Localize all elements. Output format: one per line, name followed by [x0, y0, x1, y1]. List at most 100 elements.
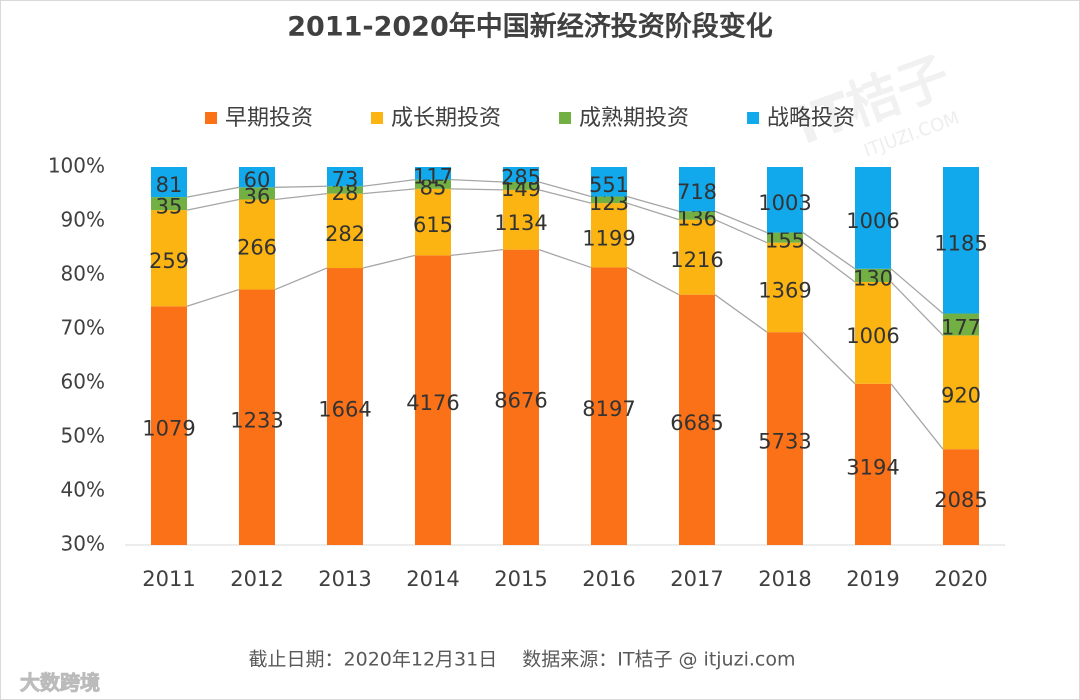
bar-segment — [855, 281, 891, 384]
bar-segment — [239, 167, 275, 188]
data-label: 1006 — [846, 324, 899, 348]
bar-segment — [943, 167, 979, 314]
y-tick-label: 50% — [61, 424, 105, 448]
data-label: 2085 — [934, 488, 987, 512]
bar-segment — [855, 268, 891, 282]
bar-segment — [151, 197, 187, 211]
bar-segment — [503, 167, 539, 183]
data-label: 551 — [589, 173, 629, 197]
connector-line — [626, 266, 680, 296]
y-tick-label: 60% — [61, 370, 105, 394]
y-tick-label: 100% — [48, 154, 105, 178]
data-label: 1664 — [318, 398, 371, 422]
data-label: 117 — [413, 164, 453, 188]
data-label: 155 — [765, 229, 805, 253]
bar-segment — [767, 242, 803, 333]
data-label: 6685 — [670, 411, 723, 435]
x-tick-label: 2012 — [230, 567, 283, 591]
bar-segment — [151, 167, 187, 198]
chart-title: 2011-2020年中国新经济投资阶段变化 — [287, 11, 773, 43]
data-label: 920 — [941, 383, 981, 407]
bar-segment — [327, 167, 363, 187]
bar-segment — [855, 383, 891, 545]
data-label: 1369 — [758, 278, 811, 302]
connector-line — [802, 232, 856, 270]
data-label: 4176 — [406, 391, 459, 415]
bar-segment — [415, 255, 451, 545]
data-label: 615 — [413, 213, 453, 237]
x-tick-label: 2013 — [318, 567, 371, 591]
connector-line — [890, 383, 944, 450]
data-label: 35 — [156, 195, 183, 219]
connector-line — [186, 186, 240, 198]
bar-segment — [327, 268, 363, 545]
logo-text: 大数跨境 — [20, 671, 100, 695]
data-label: 73 — [332, 168, 359, 192]
data-label: 1003 — [758, 191, 811, 215]
data-label: 259 — [149, 249, 189, 273]
bar-segment — [943, 335, 979, 450]
connector-line — [802, 242, 856, 283]
bar-segment — [327, 186, 363, 194]
bar-segment — [415, 188, 451, 256]
data-label: 1079 — [142, 417, 195, 441]
data-label: 1233 — [230, 408, 283, 432]
legend-label: 成长期投资 — [391, 106, 501, 131]
footer: 截止日期：2020年12月31日 数据来源：IT桔子 @ itjuzi.com — [249, 649, 796, 671]
connector-line — [274, 192, 328, 201]
connector-line — [890, 281, 944, 336]
bar-segment — [767, 332, 803, 545]
bar-segment — [151, 306, 187, 545]
connector-line — [714, 294, 768, 333]
bar-segment — [415, 179, 451, 189]
connector-line — [714, 219, 768, 244]
bar-segment — [679, 219, 715, 295]
data-label: 718 — [677, 180, 717, 204]
data-label: 81 — [156, 173, 183, 197]
x-tick-label: 2017 — [670, 567, 723, 591]
bar-segment — [591, 196, 627, 204]
bar-segment — [239, 187, 275, 200]
connector-line — [186, 288, 240, 307]
bar-segment — [327, 193, 363, 269]
bar-segment — [151, 210, 187, 307]
x-tick-label: 2019 — [846, 567, 899, 591]
bar-segment — [239, 289, 275, 545]
legend-swatch — [747, 112, 760, 124]
connector-line — [362, 179, 416, 187]
data-label: 1006 — [846, 209, 899, 233]
x-tick-label: 2020 — [934, 567, 987, 591]
connector-line — [450, 249, 504, 257]
data-label: 266 — [237, 236, 277, 260]
connector-line — [714, 210, 768, 234]
legend-swatch — [205, 112, 217, 124]
data-label: 8197 — [582, 397, 635, 421]
connector-line — [538, 181, 592, 198]
connector-line — [626, 195, 680, 212]
data-label: 282 — [325, 222, 365, 246]
connector-line — [362, 254, 416, 269]
connector-line — [450, 188, 504, 191]
data-label: 36 — [244, 184, 271, 208]
connector-line — [538, 249, 592, 269]
data-label: 285 — [501, 166, 541, 190]
y-tick-label: 90% — [61, 208, 105, 232]
connector-line — [890, 268, 944, 315]
bar-segment — [767, 167, 803, 233]
bar-segment — [679, 211, 715, 220]
bar-segment — [239, 199, 275, 290]
data-label: 1216 — [670, 248, 723, 272]
connector-line — [538, 189, 592, 204]
bar-segment — [679, 294, 715, 545]
bar-segment — [855, 167, 891, 269]
legend-label: 成熟期投资 — [579, 106, 689, 131]
data-label: 8676 — [494, 388, 547, 412]
bar-segment — [591, 203, 627, 268]
legend-label: 战略投资 — [767, 106, 855, 131]
x-tick-label: 2014 — [406, 567, 459, 591]
data-label: 1185 — [934, 231, 987, 255]
connector-line — [626, 202, 680, 221]
connector-line — [362, 188, 416, 195]
bar-segment — [591, 167, 627, 197]
